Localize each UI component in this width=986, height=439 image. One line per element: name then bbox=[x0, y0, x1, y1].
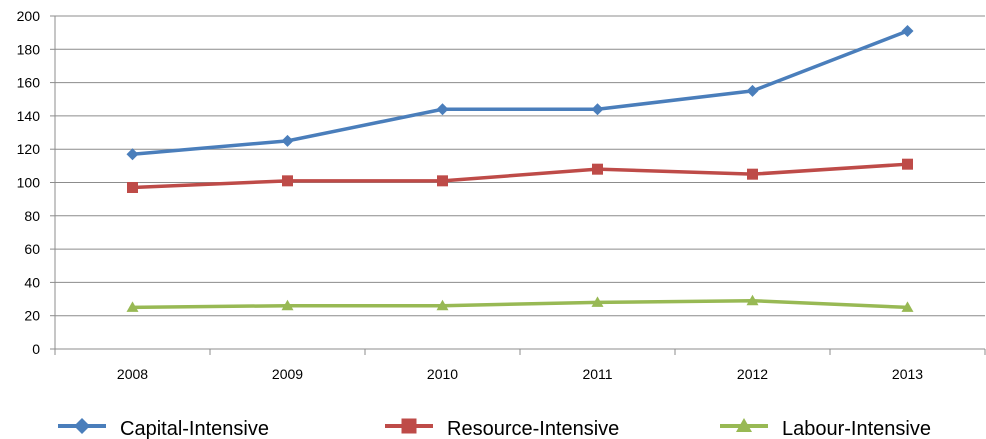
data-point-square bbox=[437, 175, 448, 187]
data-point-triangle bbox=[591, 296, 604, 307]
data-point-diamond bbox=[746, 84, 759, 97]
gridlines bbox=[55, 15, 985, 317]
y-tick-label: 60 bbox=[24, 241, 40, 257]
y-tick-label: 120 bbox=[17, 141, 41, 157]
data-point-triangle bbox=[281, 299, 294, 311]
axes bbox=[50, 15, 986, 355]
y-tick-label: 40 bbox=[24, 274, 40, 290]
data-point-triangle bbox=[126, 301, 139, 312]
series-0 bbox=[126, 24, 914, 161]
series-1 bbox=[127, 158, 913, 193]
data-point-diamond bbox=[126, 148, 139, 161]
x-tick-label: 2013 bbox=[892, 366, 923, 382]
legend-marker-triangle bbox=[736, 418, 752, 432]
legend-item: Capital-Intensive bbox=[58, 418, 269, 439]
data-point-square bbox=[592, 163, 603, 175]
y-tick-label: 140 bbox=[17, 108, 41, 124]
legend-marker-square bbox=[401, 418, 417, 434]
x-tick-label: 2009 bbox=[272, 366, 303, 382]
x-tick-label: 2008 bbox=[117, 366, 148, 382]
y-tick-label: 20 bbox=[24, 308, 40, 324]
y-tick-label: 180 bbox=[17, 41, 41, 57]
y-tick-label: 200 bbox=[17, 8, 41, 24]
data-point-diamond bbox=[281, 134, 294, 147]
series-2 bbox=[126, 294, 914, 312]
data-point-square bbox=[747, 168, 758, 180]
series-line bbox=[132, 298, 908, 310]
legend-item: Labour-Intensive bbox=[720, 418, 931, 439]
data-point-triangle bbox=[746, 294, 759, 306]
y-tick-label: 80 bbox=[24, 208, 40, 224]
legend-label: Labour-Intensive bbox=[782, 418, 931, 439]
y-tick-label: 0 bbox=[32, 341, 40, 357]
x-tick-label: 2010 bbox=[427, 366, 458, 382]
data-point-square bbox=[282, 175, 293, 187]
y-axis-ticks: 0 20 40 60 80 100 120 140 160 180 200 bbox=[17, 8, 41, 357]
y-tick-label: 160 bbox=[17, 75, 41, 91]
data-point-diamond bbox=[591, 103, 604, 116]
x-tick-label: 2012 bbox=[737, 366, 768, 382]
legend-label: Capital-Intensive bbox=[120, 418, 269, 439]
x-tick-label: 2011 bbox=[582, 366, 612, 382]
series-line bbox=[132, 162, 908, 190]
legend-marker-diamond bbox=[74, 418, 90, 434]
x-axis-ticks: 2008 2009 2010 2011 2012 2013 bbox=[117, 366, 923, 382]
data-point-square bbox=[902, 158, 913, 170]
data-point-diamond bbox=[436, 103, 449, 116]
y-tick-label: 100 bbox=[17, 175, 41, 191]
data-point-triangle bbox=[901, 301, 914, 312]
legend-label: Resource-Intensive bbox=[447, 418, 619, 439]
series-lines bbox=[126, 24, 914, 312]
data-point-square bbox=[127, 181, 138, 193]
legend: Capital-Intensive Resource-Intensive Labou… bbox=[58, 418, 931, 439]
data-point-diamond bbox=[901, 24, 914, 37]
legend-item: Resource-Intensive bbox=[385, 418, 619, 439]
data-point-triangle bbox=[436, 299, 449, 311]
series-line bbox=[132, 29, 909, 156]
